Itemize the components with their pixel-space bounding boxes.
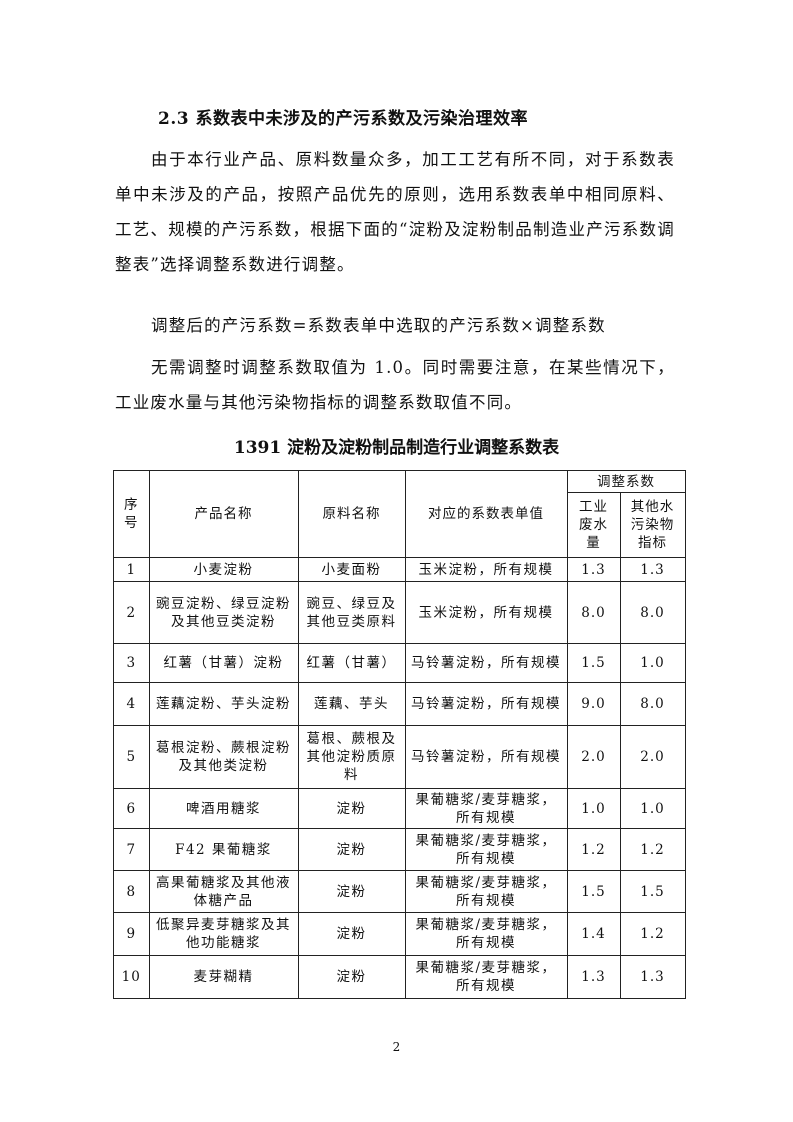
cell-material: 莲藕、芋头	[297, 682, 406, 726]
table-row: 7 F42 果葡糖浆 淀粉 果葡糖浆/麦芽糖浆，所有规模 1.2 1.2	[113, 828, 686, 871]
table-row: 8 高果葡糖浆及其他液体糖产品 淀粉 果葡糖浆/麦芽糖浆，所有规模 1.5 1.5	[113, 870, 686, 913]
cell-material: 淀粉	[297, 870, 406, 913]
table-row: 9 低聚异麦芽糖浆及其他功能糖浆 淀粉 果葡糖浆/麦芽糖浆，所有规模 1.4 1.2	[113, 912, 686, 956]
section-heading: 2.3 系数表中未涉及的产污系数及污染治理效率	[158, 109, 528, 129]
cell-other: 1.2	[619, 912, 686, 956]
table-row: 4 莲藕淀粉、芋头淀粉 莲藕、芋头 马铃薯淀粉，所有规模 9.0 8.0	[113, 682, 686, 726]
cell-wastewater: 2.0	[566, 725, 621, 789]
header-wastewater: 工业废水量	[566, 492, 621, 558]
header-product: 产品名称	[148, 470, 299, 558]
cell-seq: 8	[113, 870, 150, 913]
cell-reference: 马铃薯淀粉，所有规模	[404, 682, 568, 726]
cell-material: 淀粉	[297, 955, 406, 999]
cell-product: 莲藕淀粉、芋头淀粉	[148, 682, 299, 726]
cell-other: 1.2	[619, 828, 686, 871]
header-material: 原料名称	[297, 470, 406, 558]
cell-other: 8.0	[619, 682, 686, 726]
cell-material: 葛根、蕨根及其他淀粉质原料	[297, 725, 406, 789]
table-row: 1 小麦淀粉 小麦面粉 玉米淀粉，所有规模 1.3 1.3	[113, 557, 686, 582]
cell-wastewater: 1.3	[566, 557, 621, 582]
cell-product: 小麦淀粉	[148, 557, 299, 582]
cell-other: 1.5	[619, 870, 686, 913]
cell-other: 8.0	[619, 581, 686, 644]
header-row: 序号 产品名称 原料名称 对应的系数表单值 调整系数	[113, 470, 686, 558]
cell-reference: 玉米淀粉，所有规模	[404, 557, 568, 582]
cell-seq: 1	[113, 557, 150, 582]
cell-reference: 马铃薯淀粉，所有规模	[404, 643, 568, 683]
header-other: 其他水污染物指标	[619, 492, 686, 558]
cell-reference: 果葡糖浆/麦芽糖浆，所有规模	[404, 912, 568, 956]
cell-material: 淀粉	[297, 912, 406, 956]
paragraph-intro: 由于本行业产品、原料数量众多，加工工艺有所不同，对于系数表单中未涉及的产品，按照…	[115, 150, 675, 274]
cell-wastewater: 9.0	[566, 682, 621, 726]
coefficient-table: 序号 产品名称 原料名称 对应的系数表单值 调整系数 工业废水量 其他水污染物指…	[113, 470, 686, 999]
cell-wastewater: 1.2	[566, 828, 621, 871]
cell-product: 低聚异麦芽糖浆及其他功能糖浆	[148, 912, 299, 956]
cell-material: 豌豆、绿豆及其他豆类原料	[297, 581, 406, 644]
cell-seq: 5	[113, 725, 150, 789]
cell-product: 高果葡糖浆及其他液体糖产品	[148, 870, 299, 913]
cell-reference: 果葡糖浆/麦芽糖浆，所有规模	[404, 955, 568, 999]
cell-reference: 果葡糖浆/麦芽糖浆，所有规模	[404, 788, 568, 829]
table-row: 2 豌豆淀粉、绿豆淀粉及其他豆类淀粉 豌豆、绿豆及其他豆类原料 玉米淀粉，所有规模 8.…	[113, 581, 686, 644]
cell-wastewater: 1.4	[566, 912, 621, 956]
cell-wastewater: 1.3	[566, 955, 621, 999]
cell-product: 葛根淀粉、蕨根淀粉及其他类淀粉	[148, 725, 299, 789]
cell-material: 淀粉	[297, 788, 406, 829]
table-row: 3 红薯（甘薯）淀粉 红薯（甘薯） 马铃薯淀粉，所有规模 1.5 1.0	[113, 643, 686, 683]
table-row: 5 葛根淀粉、蕨根淀粉及其他类淀粉 葛根、蕨根及其他淀粉质原料 马铃薯淀粉，所有规模 2…	[113, 725, 686, 789]
cell-reference: 马铃薯淀粉，所有规模	[404, 725, 568, 789]
cell-product: 红薯（甘薯）淀粉	[148, 643, 299, 683]
table-caption: 1391 淀粉及淀粉制品制造行业调整系数表	[233, 438, 560, 458]
cell-other: 1.3	[619, 955, 686, 999]
paragraph-formula: 调整后的产污系数=系数表单中选取的产污系数×调整系数	[151, 316, 606, 335]
header-coef-group: 调整系数	[566, 470, 686, 493]
cell-seq: 3	[113, 643, 150, 683]
cell-reference: 果葡糖浆/麦芽糖浆，所有规模	[404, 870, 568, 913]
cell-seq: 6	[113, 788, 150, 829]
cell-product: 啤酒用糖浆	[148, 788, 299, 829]
cell-other: 2.0	[619, 725, 686, 789]
cell-wastewater: 1.5	[566, 643, 621, 683]
table-row: 10 麦芽糊精 淀粉 果葡糖浆/麦芽糖浆，所有规模 1.3 1.3	[113, 955, 686, 999]
cell-seq: 2	[113, 581, 150, 644]
cell-wastewater: 1.5	[566, 870, 621, 913]
header-reference: 对应的系数表单值	[404, 470, 568, 558]
cell-other: 1.0	[619, 788, 686, 829]
cell-reference: 玉米淀粉，所有规模	[404, 581, 568, 644]
cell-product: 豌豆淀粉、绿豆淀粉及其他豆类淀粉	[148, 581, 299, 644]
cell-reference: 果葡糖浆/麦芽糖浆，所有规模	[404, 828, 568, 871]
paragraph-note: 无需调整时调整系数取值为 1.0。同时需要注意，在某些情况下，工业废水量与其他污…	[115, 358, 675, 412]
cell-seq: 7	[113, 828, 150, 871]
cell-wastewater: 1.0	[566, 788, 621, 829]
cell-seq: 4	[113, 682, 150, 726]
cell-other: 1.3	[619, 557, 686, 582]
table-row: 6 啤酒用糖浆 淀粉 果葡糖浆/麦芽糖浆，所有规模 1.0 1.0	[113, 788, 686, 829]
subheader-row: 工业废水量 其他水污染物指标	[114, 492, 686, 558]
cell-product: 麦芽糊精	[148, 955, 299, 999]
cell-seq: 9	[113, 912, 150, 956]
cell-material: 淀粉	[297, 828, 406, 871]
cell-material: 红薯（甘薯）	[297, 643, 406, 683]
cell-product: F42 果葡糖浆	[148, 828, 299, 871]
page-number: 2	[392, 1040, 401, 1054]
cell-material: 小麦面粉	[297, 557, 406, 582]
header-seq: 序号	[113, 470, 150, 558]
cell-seq: 10	[113, 955, 150, 999]
cell-wastewater: 8.0	[566, 581, 621, 644]
cell-other: 1.0	[619, 643, 686, 683]
